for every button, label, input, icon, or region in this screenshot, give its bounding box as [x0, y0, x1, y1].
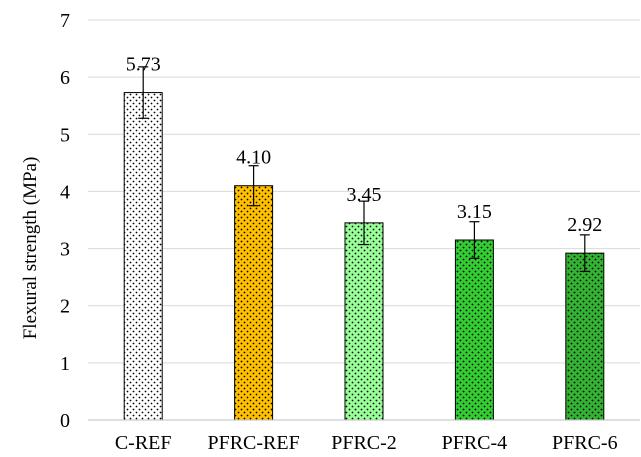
- x-tick-label: PFRC-2: [331, 432, 397, 454]
- y-axis-title: Flexural strength (MPa): [20, 157, 41, 340]
- y-tick-label: 1: [60, 353, 70, 375]
- bar: [565, 252, 605, 421]
- y-tick-label: 7: [60, 10, 70, 32]
- x-axis-labels: C-REF PFRC-REF PFRC-2 PFRC-4 PFRC-6: [115, 432, 618, 454]
- x-tick-label: PFRC-4: [442, 432, 508, 454]
- data-label: 2.92: [567, 214, 602, 236]
- bar: [234, 185, 274, 421]
- bars: 5.73 4.10 3.45 3.15 2.92: [123, 54, 605, 421]
- y-axis-ticks: 0 1 2 3 4 5 6 7: [60, 10, 70, 432]
- data-label: 5.73: [126, 54, 161, 76]
- x-tick-label: PFRC-REF: [207, 432, 299, 454]
- y-tick-label: 3: [60, 239, 70, 261]
- y-tick-label: 2: [60, 296, 70, 318]
- x-tick-label: C-REF: [115, 432, 172, 454]
- data-label: 3.15: [457, 201, 492, 223]
- bar-group: 3.45: [344, 184, 384, 421]
- bar-group: 4.10: [234, 147, 274, 421]
- bar-group: 3.15: [454, 201, 494, 421]
- data-label: 3.45: [347, 184, 382, 206]
- y-tick-label: 6: [60, 67, 70, 89]
- bar: [454, 239, 494, 421]
- y-tick-label: 0: [60, 410, 70, 432]
- y-tick-label: 4: [60, 181, 70, 203]
- x-tick-label: PFRC-6: [552, 432, 618, 454]
- bar: [344, 222, 384, 421]
- bar: [123, 92, 163, 421]
- data-label: 4.10: [236, 147, 271, 169]
- bar-group: 5.73: [123, 54, 163, 421]
- y-tick-label: 5: [60, 124, 70, 146]
- bar-group: 2.92: [565, 214, 605, 421]
